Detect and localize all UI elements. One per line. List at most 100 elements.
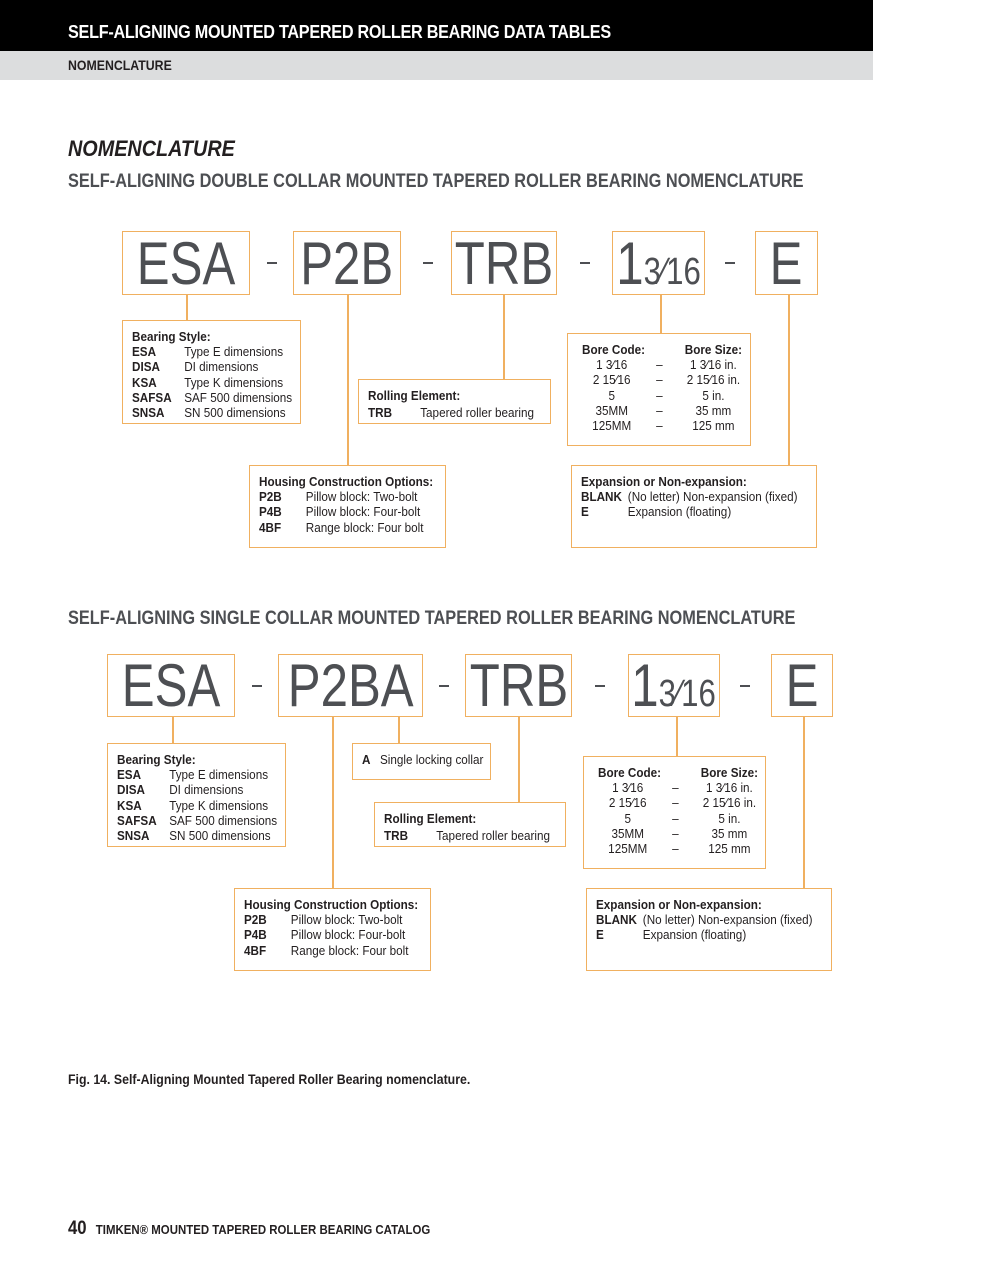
bore-size: 2 15⁄16 in. [702,795,757,811]
bore-code: 125MM [592,418,632,434]
bore-box: Bore Code: Bore Size: 1 3⁄16–1 3⁄16 in. 2 1… [583,756,766,869]
bore-code: 5 [608,387,615,403]
info-heading: Expansion or Non-expansion: [581,474,747,489]
info-row: DISA DI dimensions [117,782,260,797]
code-segment-main: P2BA [287,652,414,719]
code-segment-box: P2BA [278,652,423,719]
code-segment-text: E [770,229,803,298]
info-code: KSA [117,797,142,813]
info-description: Tapered roller bearing [420,405,535,421]
info-row: E Expansion (floating) [581,504,784,519]
info-heading: Housing Construction Options: [244,897,419,912]
info-content: Bearing Style: ESA Type E dimensions DISA DI… [132,329,292,420]
info-row: 4BF Range block: Four bolt [259,519,424,535]
bore-spacer [657,765,693,780]
code-segment-box: 13⁄16 [612,229,705,297]
info-description: Expansion (floating) [627,504,732,520]
bore-size: 35 mm [711,825,748,841]
info-content: Bore Code: Bore Size: 1 3⁄16–1 3⁄16 in. 2 1… [582,342,742,434]
bearing-style-box: Bearing Style: ESA Type E dimensions DISA DI… [122,320,301,424]
code-segment-fraction: 3⁄16 [659,673,717,715]
info-description: Pillow block: Four-bolt [305,504,421,520]
code-segment-main: ESA [121,652,221,719]
info-description: Pillow block: Four-bolt [290,927,406,943]
info-code: P4B [244,927,267,943]
info-code: ESA [132,344,157,360]
connector-line [172,717,174,743]
bore-dash: – [656,387,663,403]
code-segment-fraction: 3⁄16 [643,250,701,293]
code-separator-dash [740,685,750,687]
bore-code-heading: Bore Code: [582,342,646,357]
info-code: P4B [259,504,282,520]
info-code: 4BF [259,519,282,535]
info-heading: Expansion or Non-expansion: [596,897,762,912]
info-row: P2B Pillow block: Two-bolt [244,912,403,927]
info-code: 4BF [244,942,267,958]
info-code: KSA [132,374,157,390]
bore-code: 35MM [611,825,644,841]
bore-size: 1 3⁄16 in. [689,357,737,373]
rolling-element-box: Rolling Element: TRB Tapered roller bearin… [358,379,551,424]
connector-line [518,717,520,802]
expansion-box: Expansion or Non-expansion: BLANK (No lett… [571,465,817,548]
info-code: E [596,927,604,943]
code-segment-text: TRB [469,651,567,720]
bore-dash: – [656,418,663,434]
bore-size: 125 mm [692,418,735,434]
bore-code: 5 [624,810,631,826]
connector-line [803,717,805,888]
info-row: E Expansion (floating) [596,927,799,942]
info-code: DISA [132,359,160,375]
info-content: Housing Construction Options: P2B Pillow b… [244,897,419,958]
code-segment-main: 1 [616,229,644,297]
info-row: A Single locking collar [362,752,483,767]
code-segment-box: ESA [122,230,250,297]
info-content: Expansion or Non-expansion: BLANK (No lett… [596,897,813,943]
bore-size-heading: Bore Size: [684,342,743,357]
info-description: Range block: Four bolt [305,519,424,535]
info-code: SAFSA [117,812,157,828]
bore-size: 35 mm [695,402,732,418]
bore-dash: – [656,402,663,418]
info-row: P4B Pillow block: Four-bolt [244,927,406,943]
code-segment-box: E [771,652,833,719]
info-content: Rolling Element: TRB Tapered roller bearin… [384,811,550,844]
info-description: SAF 500 dimensions [169,812,278,828]
bore-size: 125 mm [708,841,751,857]
footer-text: TIMKEN® MOUNTED TAPERED ROLLER BEARING C… [95,1222,431,1237]
info-code: SAFSA [132,389,172,405]
info-code: ESA [117,767,142,783]
collar-box: A Single locking collar [352,743,491,780]
code-separator-dash [580,262,590,264]
info-row: SNSA SN 500 dimensions [117,828,271,843]
info-code: TRB [368,405,393,421]
info-description: SN 500 dimensions [169,828,271,844]
info-row: ESA Type E dimensions [117,767,268,783]
info-row: SAFSA SAF 500 dimensions [132,389,292,405]
code-segment-box: TRB [465,651,572,720]
code-separator-dash [267,262,277,264]
bore-code: 2 15⁄16 [608,795,647,811]
info-row: BLANK (No letter) Non-expansion (fixed) [581,489,798,504]
bore-table: Bore Code: Bore Size: 1 3⁄16–1 3⁄16 in. 2 1… [598,765,758,856]
housing-box: Housing Construction Options: P2B Pillow b… [234,888,431,971]
code-separator-dash [423,262,433,264]
info-description: Type K dimensions [169,797,269,813]
info-heading: Rolling Element: [384,811,477,826]
header-title: SELF-ALIGNING MOUNTED TAPERED ROLLER BEA… [68,22,611,42]
code-separator-dash [595,685,605,687]
info-row: KSA Type K dimensions [117,797,268,813]
code-segment-text: ESA [122,651,220,720]
bore-size-heading: Bore Size: [700,765,759,780]
code-segment-main: 1 [631,652,660,719]
code-separator-dash [439,685,449,687]
housing-box: Housing Construction Options: P2B Pillow b… [249,465,446,548]
code-segment-box: 13⁄16 [628,652,720,719]
code-separator-dash [725,262,735,264]
header-section: NOMENCLATURE [68,57,172,73]
info-code: P2B [244,912,267,928]
info-row: TRB Tapered roller bearing [368,405,534,421]
info-code: TRB [384,828,409,844]
info-description: Type E dimensions [169,767,269,783]
